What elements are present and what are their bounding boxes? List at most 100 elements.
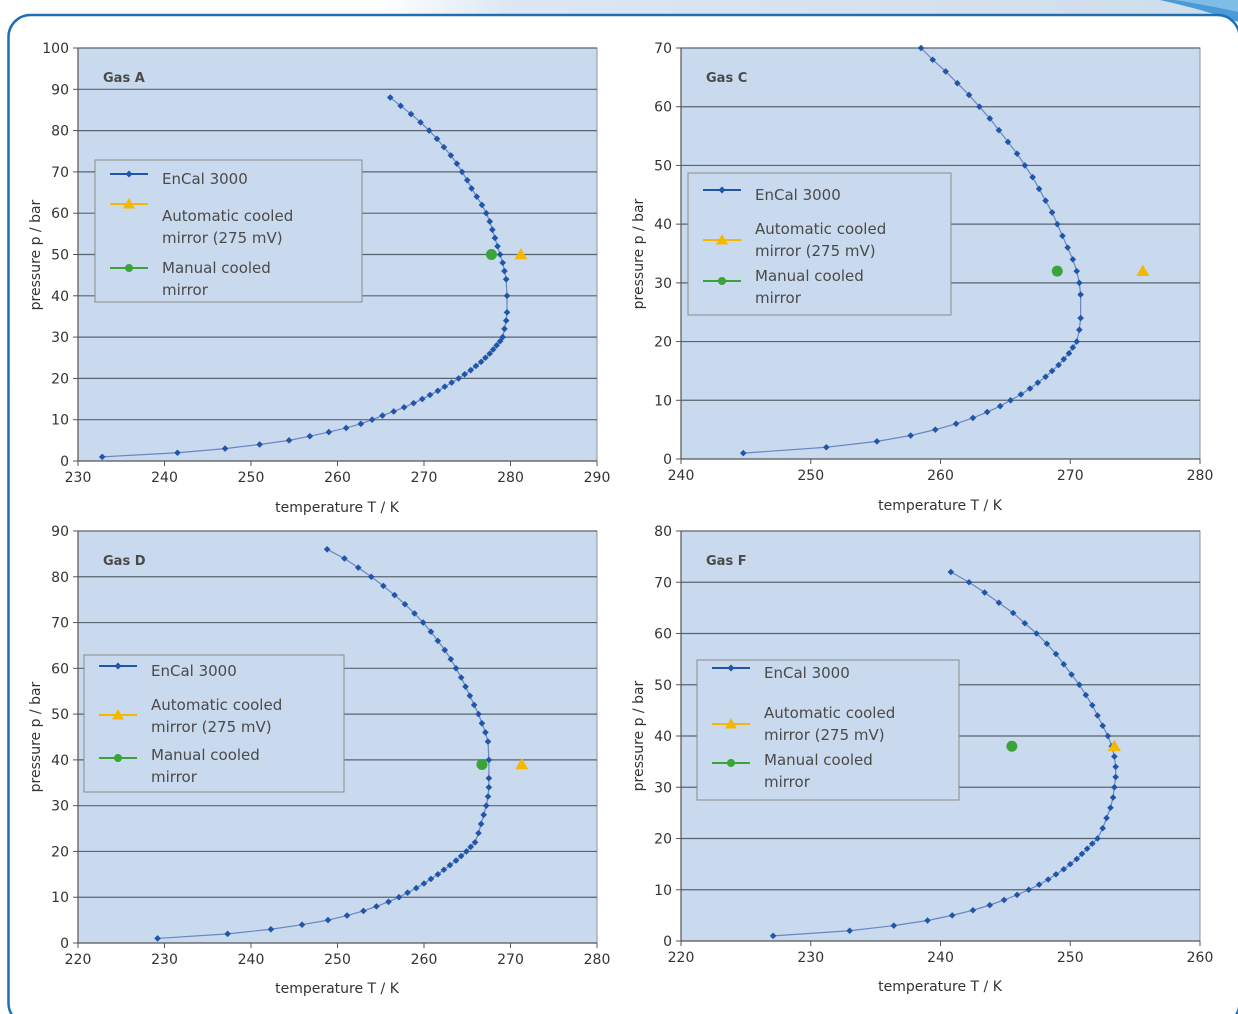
y-tick-label: 20 (654, 832, 672, 848)
encal-point (463, 176, 471, 184)
x-tick-label: 260 (411, 952, 438, 968)
encal-point (502, 317, 510, 324)
encal-point (367, 573, 375, 581)
encal-point (458, 168, 466, 176)
encal-point (467, 366, 475, 374)
encal-point (485, 784, 493, 791)
encal-point (1112, 773, 1119, 781)
x-tick-label: 280 (584, 952, 611, 968)
encal-point (769, 932, 777, 940)
encal-point (501, 325, 508, 333)
x-tick-label: 260 (1187, 950, 1214, 966)
encal-point (924, 917, 931, 924)
legend-swatch-automatic-marker (716, 234, 728, 245)
encal-point (489, 346, 497, 353)
encal-point (965, 91, 973, 99)
encal-point (965, 578, 973, 586)
encal-point (379, 412, 386, 419)
y-tick-label: 70 (51, 165, 69, 181)
y-tick-label: 100 (42, 41, 69, 57)
encal-point (846, 927, 853, 935)
x-tick-label: 290 (584, 470, 611, 486)
encal-point (823, 443, 830, 451)
encal-point (1042, 197, 1049, 204)
x-tick-label: 280 (497, 470, 524, 486)
encal-point (1034, 379, 1042, 386)
encal-point (478, 719, 486, 727)
x-tick-label: 240 (238, 952, 265, 968)
encal-point (890, 922, 898, 929)
y-tick-label: 50 (654, 678, 672, 694)
encal-point (475, 829, 482, 837)
encal-point (1099, 722, 1106, 730)
encal-point (969, 414, 977, 422)
encal-point (267, 925, 275, 933)
y-tick-label: 10 (51, 413, 69, 429)
encal-point (463, 848, 470, 855)
legend-label: mirror (764, 773, 811, 791)
encal-point (475, 710, 482, 718)
x-tick-label: 220 (65, 952, 92, 968)
encal-point (1035, 881, 1043, 888)
encal-point (486, 350, 494, 357)
encal-point (441, 646, 449, 654)
encal-point (1094, 712, 1101, 719)
legend-label: EnCal 3000 (162, 170, 248, 188)
encal-point (354, 564, 362, 571)
legend-label: Automatic cooled (755, 220, 886, 238)
encal-point (494, 242, 501, 250)
legend-swatch-manual-marker (125, 264, 133, 272)
encal-point (401, 600, 409, 608)
encal-point (485, 774, 493, 782)
automatic-mirror-point (1136, 264, 1150, 276)
encal-point (256, 441, 263, 448)
y-axis-title: pressure p / bar (28, 199, 44, 310)
encal-point (453, 160, 461, 167)
y-axis-title: pressure p / bar (28, 681, 44, 792)
manual-mirror-point (485, 249, 497, 260)
legend-label: EnCal 3000 (764, 664, 850, 682)
encal-point (1013, 150, 1021, 157)
encal-point (1042, 373, 1049, 381)
encal-point (496, 251, 504, 258)
encal-point (1064, 244, 1071, 251)
x-axis-title: temperature T / K (878, 979, 1003, 995)
encal-point (461, 370, 468, 378)
encal-series-line (773, 571, 1117, 937)
encal-point (947, 568, 955, 576)
encal-point (942, 68, 949, 75)
y-tick-label: 90 (51, 82, 69, 98)
encal-point (468, 185, 475, 192)
encal-point (484, 793, 492, 800)
y-tick-label: 0 (663, 934, 672, 950)
chart-gas-f: 0 10 20 30 40 50 60 70 80 220 230 240 250 260 temperat… (631, 524, 1213, 995)
automatic-mirror-point (1107, 739, 1121, 752)
y-tick-label: 90 (51, 524, 69, 540)
encal-point (473, 193, 481, 200)
encal-point (434, 387, 442, 395)
legend-label: EnCal 3000 (755, 186, 841, 204)
legend-label: EnCal 3000 (151, 662, 237, 680)
encal-point (1103, 814, 1110, 822)
encal-point (503, 292, 511, 300)
encal-point (221, 445, 229, 452)
encal-point (482, 209, 490, 217)
encal-point (1035, 185, 1043, 193)
encal-point (1089, 840, 1096, 847)
encal-point (986, 901, 994, 909)
encal-point (1077, 314, 1084, 322)
encal-point (98, 453, 106, 461)
x-tick-label: 260 (927, 468, 954, 484)
encal-point (446, 861, 454, 869)
encal-point (448, 379, 455, 386)
legend-label: mirror (755, 289, 802, 307)
y-tick-label: 60 (51, 661, 69, 677)
y-tick-label: 30 (51, 799, 69, 815)
encal-point (996, 402, 1004, 410)
legend-box (83, 654, 345, 793)
encal-point (489, 226, 496, 234)
encal-point (1013, 891, 1021, 899)
y-tick-label: 80 (51, 124, 69, 140)
chart-title: Gas F (706, 554, 747, 569)
encal-point (412, 884, 420, 892)
